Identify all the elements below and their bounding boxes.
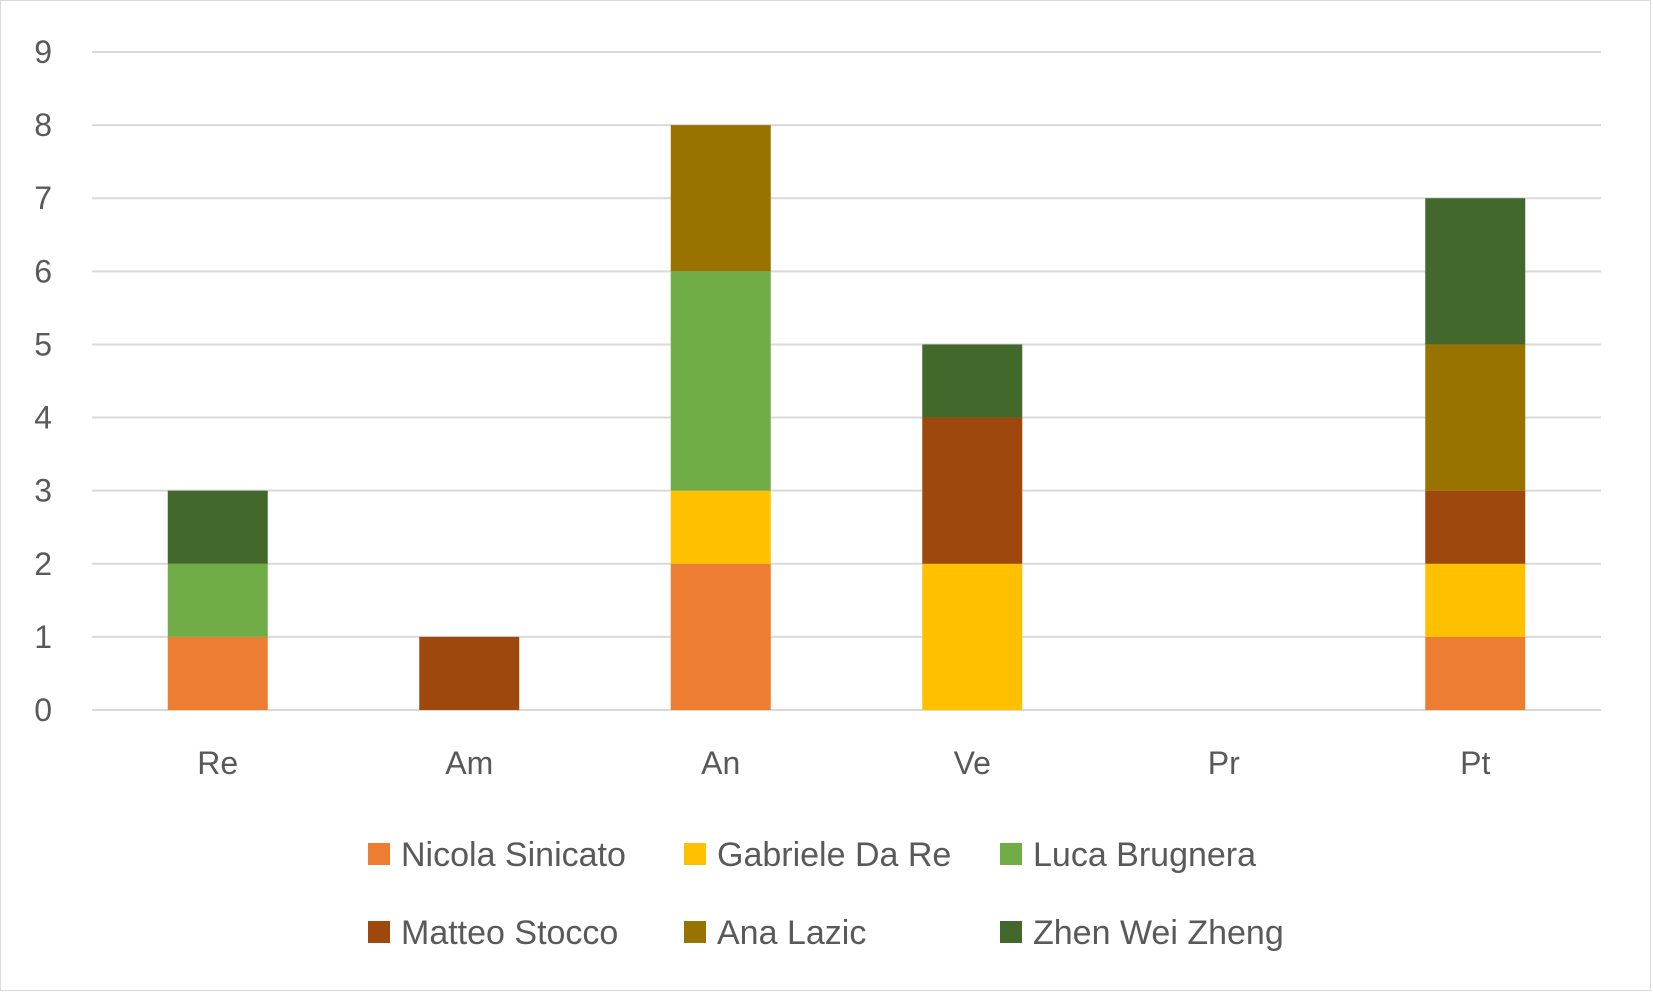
x-tick-label: An bbox=[701, 745, 740, 781]
legend-swatch bbox=[684, 843, 706, 865]
y-tick-label: 8 bbox=[34, 107, 52, 143]
legend-label: Ana Lazic bbox=[717, 914, 866, 952]
legend-label: Nicola Sinicato bbox=[401, 836, 626, 874]
legend-label: Zhen Wei Zheng bbox=[1033, 914, 1284, 952]
bar-segment-pt-nicola-sinicato bbox=[1425, 636, 1526, 710]
bar-segment-pt-gabriele-da-re bbox=[1425, 563, 1526, 637]
y-tick-label: 0 bbox=[34, 692, 52, 728]
y-tick-label: 4 bbox=[34, 400, 52, 436]
bar-segment-an-luca-brugnera bbox=[670, 271, 771, 491]
y-tick-label: 3 bbox=[34, 473, 52, 509]
legend-swatch bbox=[684, 921, 706, 943]
x-tick-label: Pt bbox=[1460, 745, 1490, 781]
legend-item-gabriele-da-re: Gabriele Da Re bbox=[684, 836, 951, 874]
bar-segment-re-nicola-sinicato bbox=[167, 636, 268, 710]
bar-segment-ve-zhen-wei-zheng bbox=[922, 344, 1023, 418]
bars bbox=[167, 125, 1526, 710]
bar-segment-an-gabriele-da-re bbox=[670, 490, 771, 564]
x-tick-label: Pr bbox=[1208, 745, 1240, 781]
bar-segment-an-nicola-sinicato bbox=[670, 563, 771, 710]
legend: Nicola Sinicato Gabriele Da Re Luca Brugne… bbox=[368, 836, 1284, 952]
bar-segment-ve-matteo-stocco bbox=[922, 417, 1023, 564]
gridlines bbox=[92, 51, 1601, 711]
legend-item-zhen-wei-zheng: Zhen Wei Zheng bbox=[1000, 914, 1284, 952]
bar-segment-pt-zhen-wei-zheng bbox=[1425, 198, 1526, 345]
y-tick-label: 6 bbox=[34, 253, 52, 289]
bar-segment-re-luca-brugnera bbox=[167, 563, 268, 637]
legend-label: Luca Brugnera bbox=[1033, 836, 1256, 874]
y-tick-label: 2 bbox=[34, 546, 52, 582]
legend-swatch bbox=[368, 843, 390, 865]
y-tick-label: 9 bbox=[34, 34, 52, 70]
legend-item-matteo-stocco: Matteo Stocco bbox=[368, 914, 618, 952]
axis-labels: 0 1 2 3 4 5 6 7 8 9 Re Am An Ve Pr Pt bbox=[34, 34, 1490, 781]
x-tick-label: Ve bbox=[954, 745, 991, 781]
y-tick-label: 7 bbox=[34, 180, 52, 216]
legend-label: Matteo Stocco bbox=[401, 914, 618, 952]
legend-label: Gabriele Da Re bbox=[717, 836, 951, 874]
legend-item-nicola-sinicato: Nicola Sinicato bbox=[368, 836, 626, 874]
legend-item-ana-lazic: Ana Lazic bbox=[684, 914, 866, 952]
legend-item-luca-brugnera: Luca Brugnera bbox=[1000, 836, 1256, 874]
legend-swatch bbox=[1000, 843, 1022, 865]
bar-segment-ve-gabriele-da-re bbox=[922, 563, 1023, 710]
bar-segment-an-ana-lazic bbox=[670, 125, 771, 272]
y-tick-label: 5 bbox=[34, 326, 52, 362]
bar-segment-re-zhen-wei-zheng bbox=[167, 490, 268, 564]
y-tick-label: 1 bbox=[34, 619, 52, 655]
bar-segment-pt-ana-lazic bbox=[1425, 344, 1526, 491]
legend-swatch bbox=[368, 921, 390, 943]
x-tick-label: Re bbox=[197, 745, 238, 781]
legend-swatch bbox=[1000, 921, 1022, 943]
bar-segment-pt-matteo-stocco bbox=[1425, 490, 1526, 564]
bar-segment-am-matteo-stocco bbox=[419, 636, 520, 710]
x-tick-label: Am bbox=[445, 745, 493, 781]
